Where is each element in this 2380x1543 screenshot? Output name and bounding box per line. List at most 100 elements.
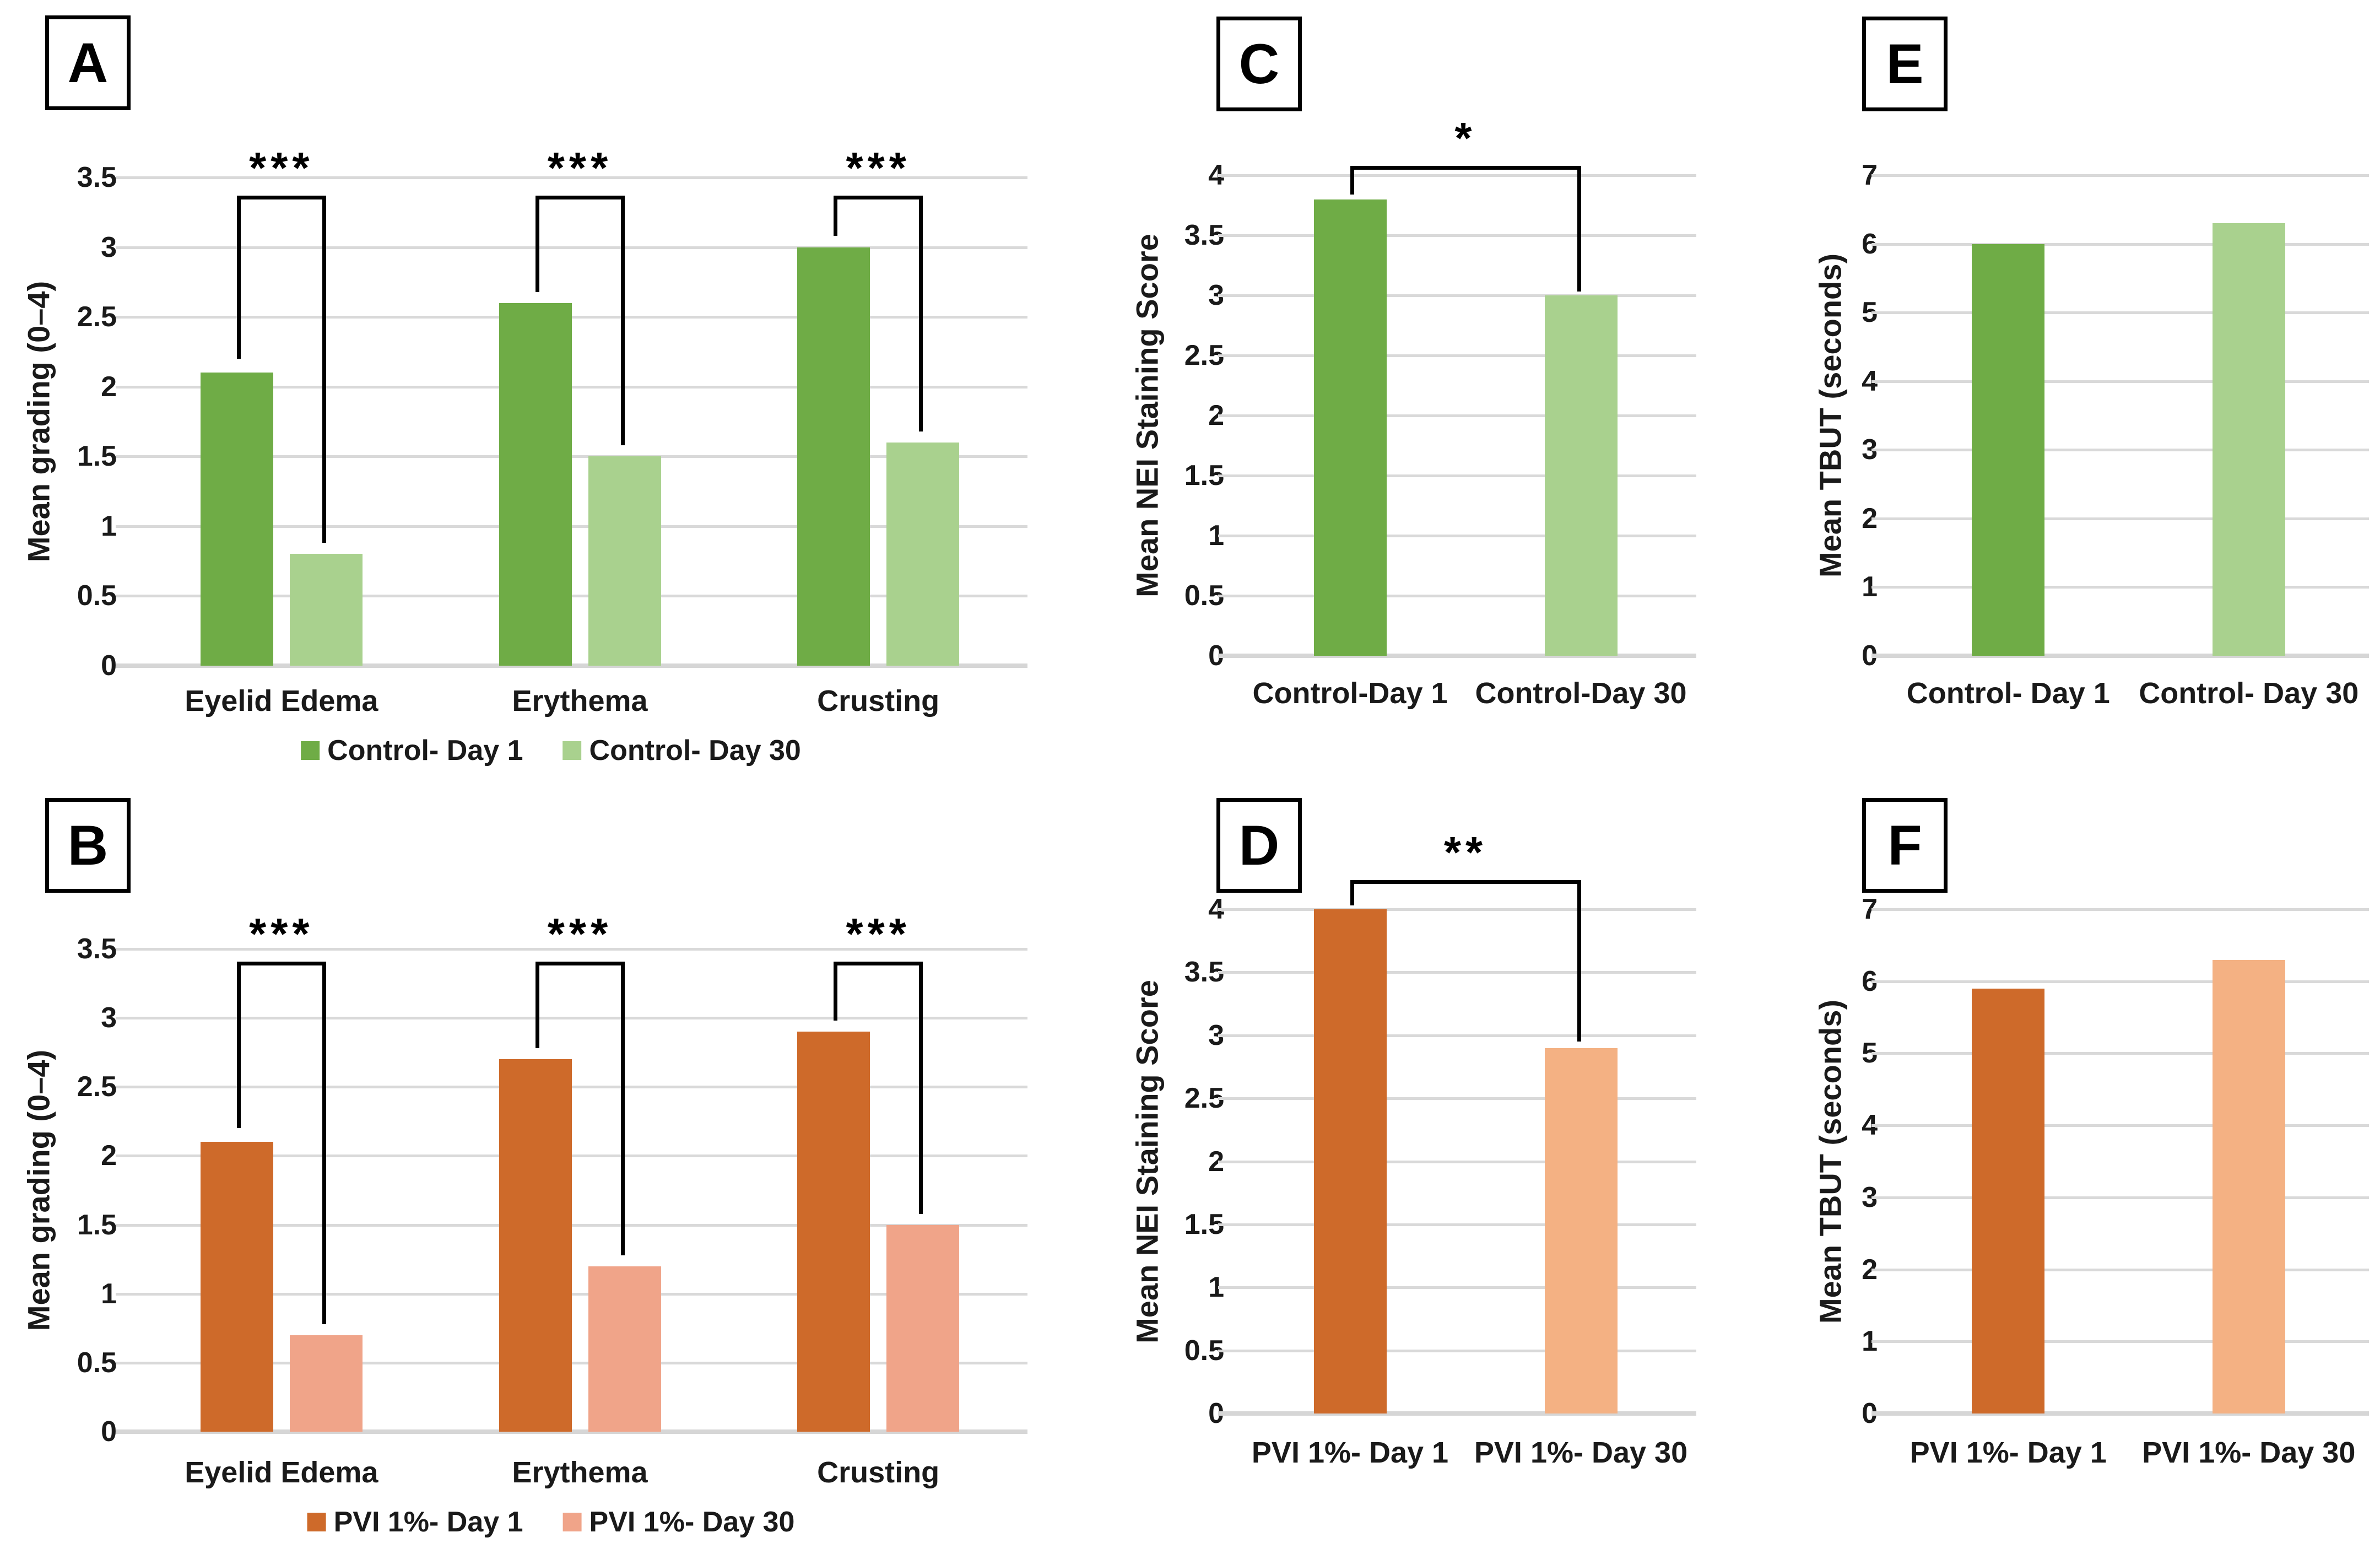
bar-control-day-30-eyelid-edema <box>289 554 363 666</box>
bar-pvi-1-day-1-crusting <box>797 1032 870 1432</box>
significance-bracket-left-leg <box>535 195 539 292</box>
legend-label: PVI 1%- Day 1 <box>333 1506 523 1538</box>
gridline <box>1218 234 1696 237</box>
significance-bracket-top <box>535 195 625 199</box>
y-tick-label: 2.5 <box>1184 1082 1224 1115</box>
panel-letter-box: D <box>1216 798 1302 893</box>
bar-control-day-1-eyelid-edema <box>200 373 273 666</box>
x-axis-line <box>1871 1411 2369 1416</box>
bar-control-day-1-erythema <box>499 303 572 666</box>
x-axis-line <box>116 663 1027 668</box>
gridline <box>116 1292 1027 1296</box>
x-category-label: Crusting <box>817 684 940 717</box>
y-tick-label: 1.5 <box>1184 1208 1224 1240</box>
significance-stars: *** <box>547 143 613 192</box>
y-tick-label: 2 <box>101 1140 117 1172</box>
y-tick-label: 1 <box>101 510 117 542</box>
y-tick-label: 3.5 <box>77 161 117 193</box>
x-category-label: Control- Day 30 <box>2139 677 2359 710</box>
gridline <box>1218 595 1696 597</box>
y-tick-label: 1.5 <box>77 1208 117 1241</box>
gridline <box>1871 908 2369 911</box>
gridline <box>1218 1223 1696 1226</box>
y-tick-label: 1.5 <box>1184 460 1224 492</box>
gridline <box>1218 1286 1696 1290</box>
significance-bracket-right-leg <box>1577 880 1581 1042</box>
significance-bracket-top <box>834 961 923 965</box>
x-category-label: Erythema <box>512 1456 648 1489</box>
bar-pvi-1-day-1 <box>1313 909 1387 1413</box>
x-axis-line <box>1218 1411 1696 1416</box>
y-tick-label: 3 <box>101 231 117 263</box>
gridline <box>1218 1034 1696 1037</box>
gridline <box>116 176 1027 179</box>
x-category-label: PVI 1%- Day 1 <box>1910 1436 2107 1469</box>
panel-letter-box: B <box>45 798 131 893</box>
panel-letter: F <box>1887 813 1922 877</box>
gridline <box>1218 414 1696 417</box>
gridline <box>1218 1160 1696 1163</box>
y-tick-label: 3.5 <box>1184 956 1224 989</box>
bar-pvi-1-day-1-eyelid-edema <box>200 1142 273 1432</box>
gridline <box>1218 474 1696 477</box>
legend-label: PVI 1%- Day 30 <box>589 1506 795 1538</box>
y-tick-label: 0 <box>101 1416 117 1448</box>
legend-swatch <box>562 1513 582 1531</box>
y-axis-title: Mean TBUT (seconds) <box>1813 999 1848 1324</box>
gridline <box>1871 980 2369 983</box>
significance-stars: *** <box>249 143 314 192</box>
gridline <box>1218 1349 1696 1352</box>
x-category-label: Control- Day 1 <box>1906 677 2110 710</box>
panel-letter-box: C <box>1216 17 1302 111</box>
significance-stars: *** <box>846 909 911 958</box>
y-tick-label: 3 <box>101 1002 117 1034</box>
legend-label: Control- Day 1 <box>327 735 523 767</box>
y-tick-label: 3.5 <box>77 933 117 965</box>
bar-pvi-1-day-30-crusting <box>886 1224 960 1432</box>
significance-bracket-right-leg <box>919 195 923 431</box>
y-tick-label: 0 <box>101 650 117 682</box>
gridline <box>116 316 1027 319</box>
gridline <box>1218 908 1696 911</box>
y-axis-title: Mean NEI Staining Score <box>1129 979 1165 1344</box>
gridline <box>116 1154 1027 1158</box>
legend-swatch <box>301 741 320 760</box>
legend-swatch <box>307 1513 326 1531</box>
y-tick-label: 2.5 <box>77 301 117 333</box>
significance-bracket-left-leg <box>535 961 539 1049</box>
gridline <box>1871 1196 2369 1199</box>
bar-pvi-1-day-30-erythema <box>588 1266 661 1432</box>
bar-control-day-30-crusting <box>886 442 960 666</box>
legend: Control- Day 1 Control- Day 30 <box>301 734 801 767</box>
gridline <box>1871 1052 2369 1055</box>
bar-pvi-1-day-1-erythema <box>499 1059 572 1432</box>
gridline <box>1871 1268 2369 1271</box>
gridline <box>1218 1097 1696 1100</box>
gridline <box>1871 449 2369 452</box>
bar-control-day-1-crusting <box>797 247 870 666</box>
significance-bracket-top <box>1350 880 1581 884</box>
bar-control-day-30-erythema <box>588 456 661 666</box>
y-tick-label: 1.5 <box>77 440 117 473</box>
x-category-label: PVI 1%- Day 30 <box>2142 1436 2356 1469</box>
significance-bracket-top <box>1350 165 1581 170</box>
gridline <box>116 1086 1027 1089</box>
x-axis-line <box>116 1429 1027 1434</box>
panel-letter: A <box>67 31 109 94</box>
y-tick-label: 2.5 <box>77 1071 117 1103</box>
gridline <box>116 595 1027 598</box>
gridline <box>1871 1340 2369 1344</box>
significance-bracket-left-leg <box>236 195 241 359</box>
x-category-label: Control-Day 30 <box>1475 677 1687 710</box>
significance-stars: *** <box>547 909 613 958</box>
x-axis-line <box>1218 654 1696 658</box>
significance-bracket-left-leg <box>236 961 241 1129</box>
gridline <box>1871 1124 2369 1127</box>
significance-bracket-top <box>535 961 625 965</box>
x-category-label: PVI 1%- Day 30 <box>1474 1436 1688 1469</box>
gridline <box>116 246 1027 249</box>
x-axis-line <box>1871 654 2369 658</box>
significance-stars: * <box>1454 113 1476 163</box>
y-tick-label: 2 <box>101 370 117 403</box>
gridline <box>1218 971 1696 974</box>
